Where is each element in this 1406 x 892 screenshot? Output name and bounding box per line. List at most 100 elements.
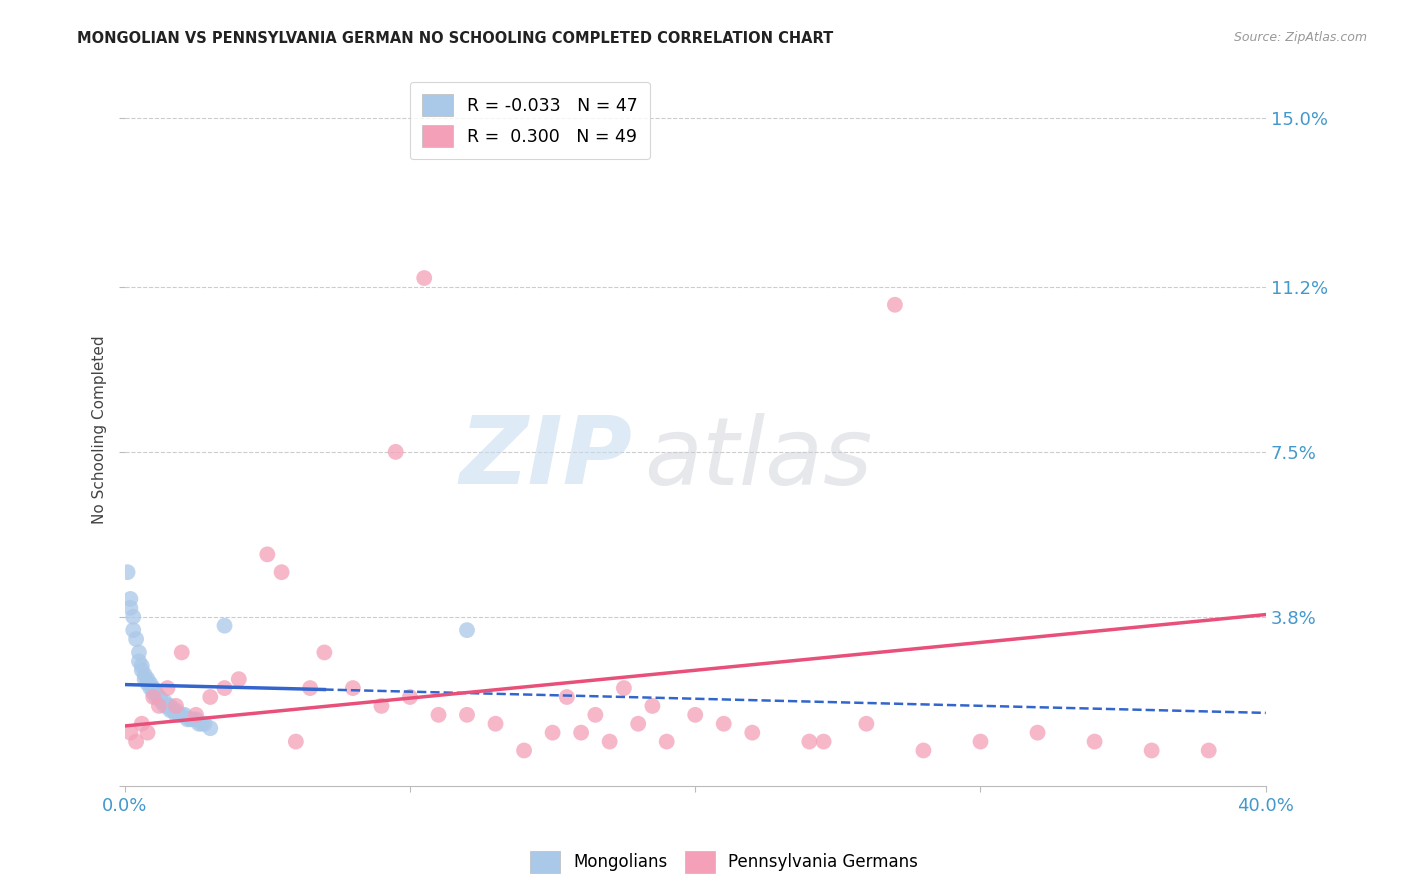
Point	[165, 698, 187, 713]
Point	[142, 690, 165, 704]
Point	[167, 707, 190, 722]
Point	[122, 623, 145, 637]
Point	[883, 298, 905, 312]
Point	[655, 734, 678, 748]
Point	[384, 445, 406, 459]
Point	[142, 681, 165, 695]
Legend: Mongolians, Pennsylvania Germans: Mongolians, Pennsylvania Germans	[523, 845, 925, 880]
Point	[173, 707, 195, 722]
Point	[314, 645, 336, 659]
Point	[120, 591, 142, 606]
Point	[969, 734, 991, 748]
Point	[413, 271, 436, 285]
Point	[187, 716, 209, 731]
Point	[181, 712, 204, 726]
Point	[176, 712, 198, 726]
Point	[165, 703, 187, 717]
Point	[145, 685, 167, 699]
Text: atlas: atlas	[644, 413, 872, 504]
Point	[134, 667, 156, 681]
Point	[813, 734, 835, 748]
Point	[627, 716, 650, 731]
Text: Source: ZipAtlas.com: Source: ZipAtlas.com	[1233, 31, 1367, 45]
Point	[128, 654, 150, 668]
Point	[162, 703, 184, 717]
Point	[165, 707, 187, 722]
Point	[156, 681, 179, 695]
Point	[153, 698, 176, 713]
Y-axis label: No Schooling Completed: No Schooling Completed	[93, 335, 107, 524]
Point	[683, 707, 706, 722]
Point	[156, 698, 179, 713]
Point	[170, 645, 193, 659]
Point	[131, 658, 153, 673]
Point	[555, 690, 578, 704]
Point	[190, 716, 212, 731]
Point	[342, 681, 364, 695]
Point	[569, 725, 592, 739]
Point	[131, 716, 153, 731]
Point	[148, 698, 170, 713]
Legend: R = -0.033   N = 47, R =  0.300   N = 49: R = -0.033 N = 47, R = 0.300 N = 49	[409, 82, 650, 160]
Point	[427, 707, 450, 722]
Point	[148, 690, 170, 704]
Point	[136, 672, 159, 686]
Text: MONGOLIAN VS PENNSYLVANIA GERMAN NO SCHOOLING COMPLETED CORRELATION CHART: MONGOLIAN VS PENNSYLVANIA GERMAN NO SCHO…	[77, 31, 834, 46]
Point	[150, 694, 173, 708]
Point	[139, 681, 162, 695]
Point	[117, 565, 139, 579]
Point	[184, 712, 207, 726]
Point	[741, 725, 763, 739]
Point	[145, 690, 167, 704]
Point	[912, 743, 935, 757]
Point	[599, 734, 621, 748]
Point	[136, 676, 159, 690]
Point	[170, 707, 193, 722]
Point	[1198, 743, 1220, 757]
Point	[484, 716, 506, 731]
Point	[179, 712, 201, 726]
Point	[855, 716, 877, 731]
Point	[456, 707, 478, 722]
Point	[156, 698, 179, 713]
Point	[184, 707, 207, 722]
Point	[1026, 725, 1049, 739]
Point	[214, 618, 236, 632]
Point	[162, 703, 184, 717]
Point	[200, 721, 222, 735]
Point	[159, 703, 181, 717]
Point	[799, 734, 821, 748]
Point	[122, 609, 145, 624]
Point	[193, 716, 215, 731]
Point	[399, 690, 422, 704]
Point	[583, 707, 606, 722]
Point	[125, 632, 148, 646]
Point	[139, 676, 162, 690]
Point	[134, 672, 156, 686]
Point	[284, 734, 307, 748]
Point	[131, 663, 153, 677]
Point	[214, 681, 236, 695]
Point	[150, 694, 173, 708]
Point	[270, 565, 292, 579]
Point	[228, 672, 250, 686]
Point	[142, 685, 165, 699]
Point	[299, 681, 322, 695]
Point	[641, 698, 664, 713]
Point	[541, 725, 564, 739]
Point	[120, 600, 142, 615]
Point	[1084, 734, 1107, 748]
Text: ZIP: ZIP	[460, 412, 633, 504]
Point	[125, 734, 148, 748]
Point	[148, 690, 170, 704]
Point	[713, 716, 735, 731]
Point	[256, 547, 278, 561]
Point	[159, 698, 181, 713]
Point	[120, 725, 142, 739]
Point	[513, 743, 536, 757]
Point	[1140, 743, 1163, 757]
Point	[136, 725, 159, 739]
Point	[128, 645, 150, 659]
Point	[613, 681, 636, 695]
Point	[370, 698, 392, 713]
